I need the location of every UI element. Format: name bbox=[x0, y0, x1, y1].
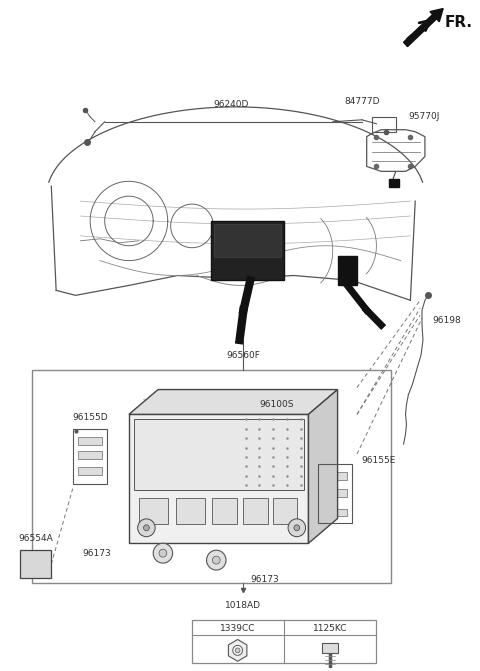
Bar bbox=[129, 414, 309, 544]
Circle shape bbox=[294, 525, 300, 531]
Bar bbox=[337, 256, 357, 285]
Text: 96173: 96173 bbox=[251, 576, 279, 584]
Text: 96155D: 96155D bbox=[72, 413, 108, 422]
Bar bbox=[192, 619, 376, 663]
Bar bbox=[32, 370, 391, 583]
Text: FR.: FR. bbox=[444, 15, 472, 30]
Circle shape bbox=[138, 519, 155, 537]
Text: 96554A: 96554A bbox=[18, 534, 53, 544]
Bar bbox=[212, 498, 237, 524]
Circle shape bbox=[206, 550, 226, 570]
Bar bbox=[322, 509, 348, 517]
Text: 1339CC: 1339CC bbox=[220, 624, 255, 633]
Text: 84777D: 84777D bbox=[344, 97, 380, 107]
Text: 96155E: 96155E bbox=[362, 456, 396, 466]
Bar bbox=[77, 437, 102, 445]
Text: 96560F: 96560F bbox=[227, 352, 260, 360]
FancyArrow shape bbox=[404, 9, 443, 46]
Polygon shape bbox=[129, 390, 337, 414]
Bar bbox=[243, 498, 268, 524]
Bar bbox=[139, 498, 168, 524]
Text: 96240D: 96240D bbox=[213, 101, 249, 109]
Bar bbox=[389, 179, 399, 187]
Bar bbox=[77, 451, 102, 459]
Text: 95770J: 95770J bbox=[408, 112, 440, 121]
Circle shape bbox=[212, 556, 220, 564]
Bar bbox=[134, 419, 304, 491]
Text: 1125KC: 1125KC bbox=[312, 624, 347, 633]
Polygon shape bbox=[309, 390, 337, 544]
Bar bbox=[72, 429, 107, 484]
Circle shape bbox=[159, 550, 167, 557]
Bar bbox=[322, 472, 348, 480]
Bar bbox=[20, 550, 51, 578]
Polygon shape bbox=[228, 639, 247, 662]
Bar bbox=[176, 498, 204, 524]
Text: 96198: 96198 bbox=[432, 315, 461, 325]
Bar bbox=[211, 221, 284, 280]
Circle shape bbox=[235, 648, 240, 653]
Bar bbox=[372, 117, 396, 132]
Text: 96100S: 96100S bbox=[259, 400, 294, 409]
Bar bbox=[318, 464, 352, 523]
Circle shape bbox=[144, 525, 149, 531]
Bar bbox=[322, 488, 348, 497]
Text: 96173: 96173 bbox=[83, 549, 111, 558]
Circle shape bbox=[153, 544, 173, 563]
Text: 1018AD: 1018AD bbox=[226, 601, 262, 610]
Bar bbox=[322, 643, 337, 654]
Bar bbox=[273, 498, 297, 524]
Circle shape bbox=[288, 519, 306, 537]
Bar bbox=[215, 224, 281, 257]
Bar bbox=[77, 467, 102, 475]
Circle shape bbox=[233, 646, 242, 656]
